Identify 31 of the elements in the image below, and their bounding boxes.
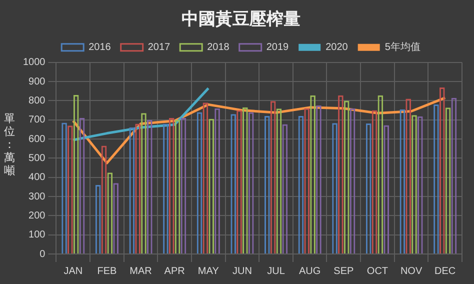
x-tick-label: JAN [64, 266, 83, 277]
x-tick-label: JUL [267, 266, 286, 277]
legend-label: 2016 [88, 42, 112, 54]
x-tick-label: MAY [198, 266, 220, 277]
legend-label: 2020 [326, 42, 348, 54]
y-tick-label: 800 [28, 95, 46, 106]
chart-title: 中國黃豆壓榨量 [182, 10, 300, 30]
x-tick-label: MAR [130, 266, 152, 277]
y-tick-label: 600 [28, 134, 46, 145]
y-tick-label: 500 [28, 152, 46, 164]
x-tick-label: JUN [232, 266, 252, 277]
y-tick-label: 0 [40, 248, 46, 260]
y-tick-label: 700 [28, 114, 46, 126]
y-tick-label: 1000 [22, 57, 46, 68]
legend-label: 2018 [207, 42, 230, 54]
y-tick-label: 200 [28, 210, 46, 222]
y-tick-label: 100 [28, 230, 46, 241]
legend-label: 2017 [148, 42, 171, 54]
y-tick-label: 300 [28, 191, 46, 202]
x-tick-label: FEB [97, 266, 118, 277]
x-tick-label: OCT [366, 266, 388, 277]
y-axis-title: 單位：萬噸 [3, 112, 16, 177]
x-tick-label: NOV [400, 266, 422, 277]
x-tick-label: SEP [334, 266, 354, 277]
x-tick-label: APR [164, 266, 185, 277]
y-tick-label: 400 [28, 172, 46, 184]
legend-label: 5年均值 [384, 41, 420, 54]
x-tick-label: DEC [434, 266, 456, 277]
y-tick-label: 900 [28, 76, 46, 88]
legend-label: 2019 [266, 42, 290, 54]
x-tick-label: AUG [299, 266, 321, 277]
